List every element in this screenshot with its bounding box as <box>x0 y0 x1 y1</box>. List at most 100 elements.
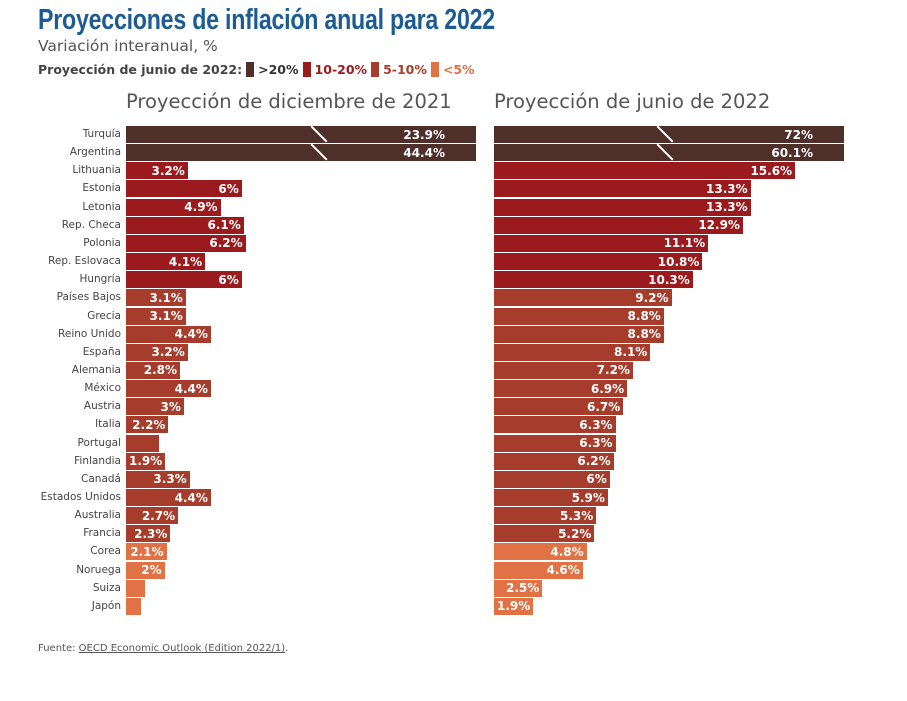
bar-dec-2021: 44.4% <box>126 143 476 162</box>
data-label: 6% <box>218 181 239 196</box>
bar-dec-2021: 2.1% <box>126 543 167 561</box>
legend-item: <5% <box>430 62 475 77</box>
data-label: 9.2% <box>635 290 669 305</box>
data-label: 2.7% <box>141 508 176 523</box>
category-label: Letonia <box>82 200 121 213</box>
data-label: 5.3% <box>560 508 594 523</box>
legend-swatch <box>371 62 380 77</box>
bar-dec-2021: 3.3% <box>126 470 190 488</box>
category-label: Francia <box>83 527 121 540</box>
data-label: 2.8% <box>143 363 178 378</box>
category-label: Estonia <box>82 182 121 195</box>
data-label: 72% <box>784 127 813 142</box>
legend-item: >20% <box>246 62 299 77</box>
category-label: Canadá <box>81 472 121 485</box>
bar-dec-2021: 23.9% <box>126 125 476 143</box>
data-label: 6% <box>218 272 239 287</box>
category-label: Rep. Checa <box>61 218 121 231</box>
bar-dec-2021: 3.1% <box>126 289 186 307</box>
bar-dec-2021: 4.9% <box>126 198 221 216</box>
bar-jun-2022: 5.3% <box>494 507 597 525</box>
data-label: 2.3% <box>134 526 168 541</box>
bar-dec-2021: 1.9% <box>126 452 166 470</box>
source-link[interactable]: OECD Economic Outlook (Edition 2022/1) <box>78 643 286 654</box>
data-label: 6.2% <box>209 236 243 251</box>
bar-dec-2021: 6% <box>126 271 242 289</box>
bar-jun-2022: 60.1% <box>494 143 844 162</box>
bar-dec-2021: 4.4% <box>126 325 211 343</box>
bar-jun-2022: 15.6% <box>494 162 796 180</box>
data-label: 4.4% <box>174 381 208 396</box>
bar-dec-2021: 3% <box>126 398 184 416</box>
chart-subtitle: Variación interanual, % <box>38 37 218 55</box>
category-label: México <box>84 382 121 395</box>
data-label: 5.2% <box>558 526 592 541</box>
bar-dec-2021: 4.4% <box>126 489 211 506</box>
data-label: 5.9% <box>571 490 605 505</box>
bar-dec-2021: 3.2% <box>126 162 188 180</box>
data-label: 6.3% <box>579 436 613 451</box>
data-label: 11.1% <box>663 236 706 251</box>
bar-jun-2022: 5.2% <box>494 525 595 543</box>
data-label: 13.3% <box>706 181 748 196</box>
legend-text: <5% <box>442 62 475 77</box>
bar-dec-2021 <box>126 434 159 452</box>
data-label: 6% <box>586 472 607 487</box>
data-label: 3% <box>160 399 181 414</box>
data-label: 6.1% <box>207 218 241 233</box>
legend-swatch <box>302 62 311 77</box>
category-label: Estados Unidos <box>40 491 121 503</box>
bar-dec-2021: 3.2% <box>126 343 188 361</box>
axis-break-mark <box>656 143 674 161</box>
legend-item: 5-10% <box>371 62 427 77</box>
data-label: 60.1% <box>771 145 813 160</box>
category-label: Suiza <box>92 581 121 594</box>
legend-label: Proyección de junio de 2022: <box>38 62 243 77</box>
bar-dec-2021: 4.4% <box>126 380 211 398</box>
data-label: 4.1% <box>168 254 203 269</box>
data-label: 2.2% <box>132 417 166 432</box>
data-label: 4.4% <box>174 490 208 505</box>
data-label: 44.4% <box>403 145 445 160</box>
data-label: 8.8% <box>627 327 661 342</box>
legend: Proyección de junio de 2022: >20% 10-20% 5… <box>38 62 475 77</box>
data-label: 23.9% <box>403 127 445 142</box>
bar-jun-2022: 12.9% <box>494 216 743 234</box>
category-label: España <box>82 345 121 358</box>
category-label: Reino Unido <box>58 327 121 340</box>
category-label: Alemania <box>71 363 121 376</box>
bar-dec-2021: 6% <box>126 180 242 198</box>
data-label: 4.6% <box>546 563 580 578</box>
bar-dec-2021 <box>126 579 146 597</box>
legend-text: >20% <box>258 62 299 77</box>
legend-swatch <box>430 62 439 77</box>
panel-title-dec-2021: Proyección de diciembre de 2021 <box>126 90 452 113</box>
source-note: Fuente: OECD Economic Outlook (Edition 2… <box>38 643 289 654</box>
data-label: 1.9% <box>497 599 531 614</box>
axis-break-mark <box>310 143 328 161</box>
category-label: Turquía <box>82 128 121 140</box>
bar-jun-2022: 1.9% <box>494 597 534 615</box>
bar-dec-2021: 2.8% <box>126 361 181 379</box>
bar-jun-2022: 6.3% <box>494 416 616 434</box>
category-label: Portugal <box>77 436 122 449</box>
axis-break-mark <box>656 125 674 143</box>
axis-break-mark <box>310 125 328 143</box>
bar-dec-2021: 2.7% <box>126 507 179 525</box>
data-label: 4.9% <box>184 200 218 215</box>
data-label: 3.1% <box>149 290 183 305</box>
data-label: 3.2% <box>151 163 185 178</box>
data-label: 2.1% <box>130 544 164 559</box>
data-label: 6.3% <box>579 417 613 432</box>
bar-jun-2022: 9.2% <box>494 289 672 307</box>
bar-jun-2022: 4.6% <box>494 561 583 579</box>
category-label: Australia <box>74 509 121 522</box>
data-label: 4.8% <box>550 544 584 559</box>
bar-jun-2022: 6.9% <box>494 380 628 398</box>
bar-jun-2022: 6.2% <box>494 452 614 470</box>
bar-jun-2022: 8.8% <box>494 325 664 343</box>
data-label: 4.4% <box>174 327 208 342</box>
data-label: 7.2% <box>596 363 630 378</box>
bar-jun-2022: 7.2% <box>494 361 633 379</box>
data-label: 15.6% <box>750 163 793 178</box>
